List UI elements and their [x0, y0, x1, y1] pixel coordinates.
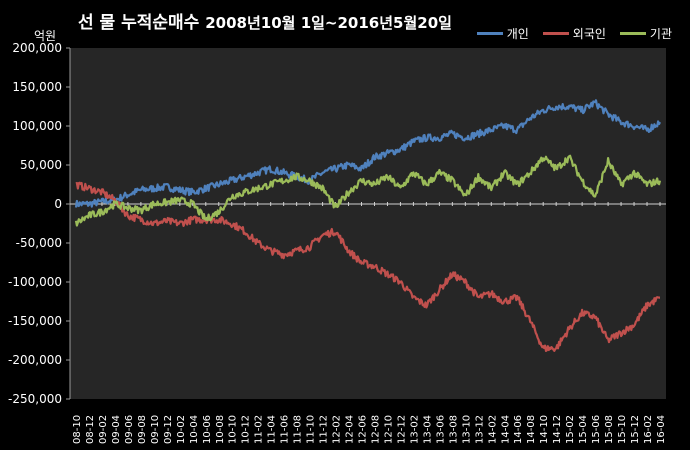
- x-tick-label: 13-02: [409, 415, 420, 444]
- legend-swatch: [476, 32, 503, 35]
- x-tick-label: 08-12: [85, 415, 96, 444]
- x-tick-label: 12-10: [383, 415, 394, 444]
- y-tick-label: 50,000: [20, 158, 62, 172]
- legend: 개인 외국인 기관: [476, 25, 672, 42]
- y-tick-label: 0: [54, 197, 62, 211]
- x-tick-label: 12-08: [370, 415, 381, 444]
- y-tick-label: 100,000: [12, 119, 62, 133]
- x-tick-label: 14-04: [500, 415, 511, 444]
- legend-item: 외국인: [542, 25, 606, 42]
- x-tick-label: 14-08: [526, 415, 537, 444]
- x-tick-label: 12-02: [332, 415, 343, 444]
- x-tick-label: 10-02: [176, 415, 187, 444]
- x-tick-label: 10-12: [241, 415, 252, 444]
- x-tick-label: 10-08: [215, 415, 226, 444]
- series-line-외국인: [75, 181, 661, 352]
- y-tick-label: -200,000: [8, 353, 62, 367]
- y-tick-label: 200,000: [12, 41, 62, 55]
- legend-swatch: [542, 32, 569, 35]
- legend-item: 개인: [476, 25, 529, 42]
- x-tick-label: 12-06: [358, 415, 369, 444]
- x-tick-label: 09-06: [124, 415, 135, 444]
- x-tick-label: 14-10: [539, 415, 550, 444]
- x-tick-label: 14-02: [487, 415, 498, 444]
- series-line-개인: [74, 99, 661, 208]
- chart-date-range: 2008년10월 1일~2016년5월20일: [205, 14, 452, 32]
- x-tick-label: 09-12: [163, 415, 174, 444]
- x-tick-label: 09-08: [137, 415, 148, 444]
- x-tick-label: 13-10: [461, 415, 472, 444]
- x-tick-label: 11-06: [280, 415, 291, 444]
- x-tick-label: 15-04: [578, 415, 589, 444]
- x-tick-label: 11-08: [293, 415, 304, 444]
- y-tick-label: -50,000: [16, 236, 62, 250]
- x-tick-label: 13-04: [422, 415, 433, 444]
- x-tick-label: 15-08: [604, 415, 615, 444]
- legend-item: 기관: [619, 25, 672, 42]
- x-tick-label: 15-02: [565, 415, 576, 444]
- x-tick-label: 15-10: [617, 415, 628, 444]
- y-tick-label: -100,000: [8, 275, 62, 289]
- x-tick-label: 12-12: [396, 415, 407, 444]
- legend-label: 기관: [649, 27, 672, 41]
- x-tick-label: 08-10: [72, 415, 83, 444]
- x-tick-label: 10-10: [228, 415, 239, 444]
- y-tick-label: -250,000: [8, 392, 62, 406]
- series-line-기관: [74, 154, 662, 227]
- chart-title-text: 선 물 누적순매수: [78, 13, 200, 33]
- x-tick-label: 09-04: [111, 415, 122, 444]
- y-tick-label: -150,000: [8, 314, 62, 328]
- x-tick-label: 14-06: [513, 415, 524, 444]
- x-tick-label: 10-06: [202, 415, 213, 444]
- x-tick-label: 09-02: [98, 415, 109, 444]
- legend-swatch: [619, 32, 646, 35]
- chart-title: 선 물 누적순매수 2008년10월 1일~2016년5월20일: [78, 8, 452, 33]
- x-tick-label: 15-12: [630, 415, 641, 444]
- x-tick-label: 14-12: [552, 415, 563, 444]
- x-tick-label: 11-10: [306, 415, 317, 444]
- y-tick-label: 150,000: [12, 80, 62, 94]
- legend-label: 개인: [506, 27, 529, 41]
- x-tick-label: 13-08: [448, 415, 459, 444]
- x-tick-label: 13-12: [474, 415, 485, 444]
- x-tick-label: 16-02: [643, 415, 654, 444]
- x-tick-label: 12-04: [345, 415, 356, 444]
- legend-label: 외국인: [572, 27, 606, 41]
- x-tick-label: 15-06: [591, 415, 602, 444]
- x-tick-label: 16-04: [656, 415, 667, 444]
- x-tick-label: 13-06: [435, 415, 446, 444]
- x-tick-label: 11-04: [267, 415, 278, 444]
- x-tick-label: 11-02: [254, 415, 265, 444]
- x-tick-label: 11-12: [319, 415, 330, 444]
- x-tick-label: 09-10: [150, 415, 161, 444]
- x-tick-label: 10-04: [189, 415, 200, 444]
- y-unit-label: 억원: [34, 29, 57, 43]
